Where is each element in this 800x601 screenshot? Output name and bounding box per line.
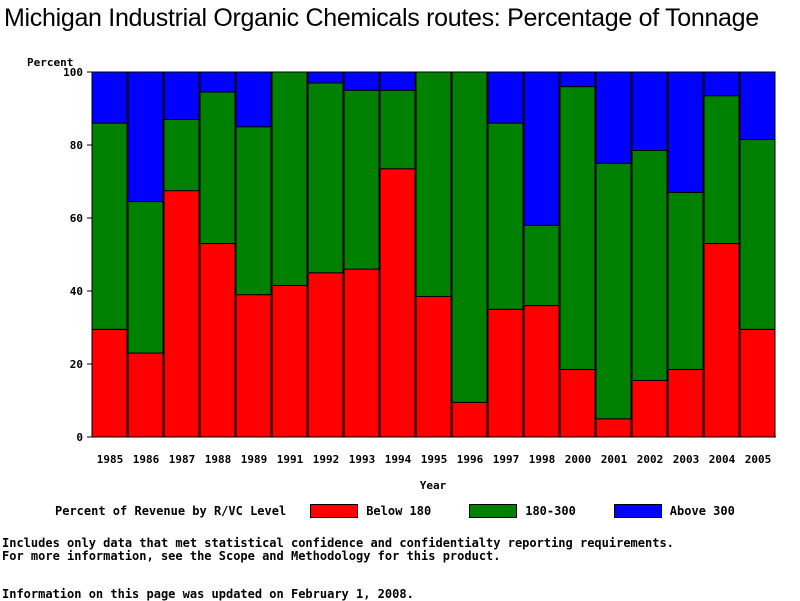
x-tick-label: 1985 [97, 453, 124, 466]
bars [91, 71, 776, 438]
x-tick-label: 2002 [637, 453, 664, 466]
bar-segment-below-180-1995 [415, 295, 452, 438]
chart-title: Michigan Industrial Organic Chemicals ro… [4, 4, 759, 32]
bar-segment-below-180-1987 [163, 190, 200, 438]
y-tick-label: 60 [70, 212, 83, 225]
legend-swatch-above-300 [613, 504, 662, 518]
bar-segment-180-300-1998 [523, 224, 560, 307]
bar-segment-below-180-1996 [451, 401, 488, 438]
bar-segment-below-180-1993 [343, 268, 380, 438]
y-tick-label: 20 [70, 358, 83, 371]
bar-segment-180-300-1992 [307, 82, 344, 274]
bar-segment-below-180-2005 [739, 328, 776, 438]
bar-segment-below-180-1998 [523, 305, 560, 438]
bar-segment-above-300-2004 [703, 71, 740, 97]
bar-segment-180-300-1997 [487, 122, 524, 310]
bar-segment-above-300-1986 [127, 71, 164, 203]
x-tick-label: 1995 [421, 453, 448, 466]
bar-segment-above-300-1987 [163, 71, 200, 120]
x-tick-label: 2003 [673, 453, 700, 466]
y-tick-label: 80 [70, 139, 83, 152]
legend-swatch-180-300 [469, 504, 518, 518]
x-tick-label: 1996 [457, 453, 484, 466]
bar-segment-above-300-2005 [739, 71, 776, 141]
legend-label-180-300: 180-300 [525, 504, 576, 518]
x-tick-label: 1988 [205, 453, 232, 466]
x-tick-label: 1991 [277, 453, 304, 466]
bar-segment-180-300-1989 [235, 126, 272, 296]
bar-segment-below-180-1985 [91, 328, 128, 438]
bar-segment-below-180-2000 [559, 368, 596, 438]
bar-segment-180-300-2004 [703, 95, 740, 245]
bar-segment-below-180-2002 [631, 379, 668, 438]
bar-segment-below-180-1991 [271, 285, 308, 438]
bar-segment-above-300-1994 [379, 71, 416, 91]
bar-segment-180-300-1994 [379, 89, 416, 170]
x-tick-label: 2000 [565, 453, 592, 466]
updated-note: Information on this page was updated on … [2, 587, 414, 601]
bar-segment-above-300-2001 [595, 71, 632, 164]
bar-segment-180-300-2005 [739, 139, 776, 330]
bar-segment-180-300-1985 [91, 122, 128, 330]
bar-segment-below-180-2004 [703, 243, 740, 438]
bar-segment-below-180-1992 [307, 272, 344, 438]
bar-segment-180-300-1986 [127, 201, 164, 354]
bar-segment-above-300-1993 [343, 71, 380, 91]
footnote-line-2: For more information, see the Scope and … [2, 549, 501, 563]
x-axis-label: Year [420, 479, 447, 492]
y-tick-label: 100 [63, 66, 83, 79]
bar-segment-180-300-2001 [595, 162, 632, 420]
x-axis-ticks: 1985 1986 1987 1988 1989 1991 1992 1993 1994 1995… [97, 453, 772, 466]
legend-swatch-below-180 [310, 504, 359, 518]
x-tick-label: 1992 [313, 453, 340, 466]
bar-segment-above-300-1985 [91, 71, 128, 124]
legend-title: Percent of Revenue by R/VC Level [55, 504, 287, 518]
bar-segment-below-180-1989 [235, 294, 272, 438]
bar-segment-above-300-2003 [667, 71, 704, 193]
bar-segment-180-300-1991 [271, 71, 308, 287]
bar-segment-below-180-1988 [199, 243, 236, 438]
bar-segment-above-300-2002 [631, 71, 668, 151]
legend-label-above-300: Above 300 [669, 504, 735, 518]
x-tick-label: 2005 [745, 453, 772, 466]
x-tick-label: 2001 [601, 453, 628, 466]
bar-segment-180-300-1995 [415, 71, 452, 297]
bar-segment-below-180-2001 [595, 418, 632, 438]
bar-segment-above-300-1992 [307, 71, 344, 84]
bar-segment-180-300-2002 [631, 149, 668, 381]
x-tick-label: 1989 [241, 453, 268, 466]
bar-segment-above-300-1998 [523, 71, 560, 226]
bar-segment-below-180-1986 [127, 352, 164, 438]
x-tick-label: 1998 [529, 453, 556, 466]
y-axis-ticks: 0 20 40 60 80 100 [63, 66, 92, 444]
y-tick-label: 0 [76, 431, 83, 444]
bar-segment-180-300-1996 [451, 71, 488, 403]
x-tick-label: 2004 [709, 453, 736, 466]
footnote-line-1: Includes only data that met statistical … [2, 536, 674, 550]
y-tick-label: 40 [70, 285, 83, 298]
bar-segment-180-300-2003 [667, 191, 704, 370]
y-axis-label: Percent [27, 56, 73, 69]
x-tick-label: 1986 [133, 453, 160, 466]
bar-segment-180-300-1988 [199, 91, 236, 245]
bar-segment-180-300-2000 [559, 86, 596, 370]
x-tick-label: 1987 [169, 453, 196, 466]
bar-segment-above-300-1988 [199, 71, 236, 93]
bar-segment-above-300-1997 [487, 71, 524, 124]
x-tick-label: 1994 [385, 453, 412, 466]
bar-segment-180-300-1987 [163, 118, 200, 192]
bar-segment-180-300-1993 [343, 89, 380, 270]
bar-segment-below-180-2003 [667, 368, 704, 438]
x-tick-label: 1997 [493, 453, 520, 466]
legend: Percent of Revenue by R/VC Level Below 1… [55, 502, 749, 520]
legend-label-below-180: Below 180 [366, 504, 432, 518]
bar-segment-above-300-2000 [559, 71, 596, 88]
x-tick-label: 1993 [349, 453, 376, 466]
bar-segment-above-300-1989 [235, 71, 272, 128]
bar-segment-below-180-1997 [487, 308, 524, 438]
bar-segment-below-180-1994 [379, 168, 416, 438]
